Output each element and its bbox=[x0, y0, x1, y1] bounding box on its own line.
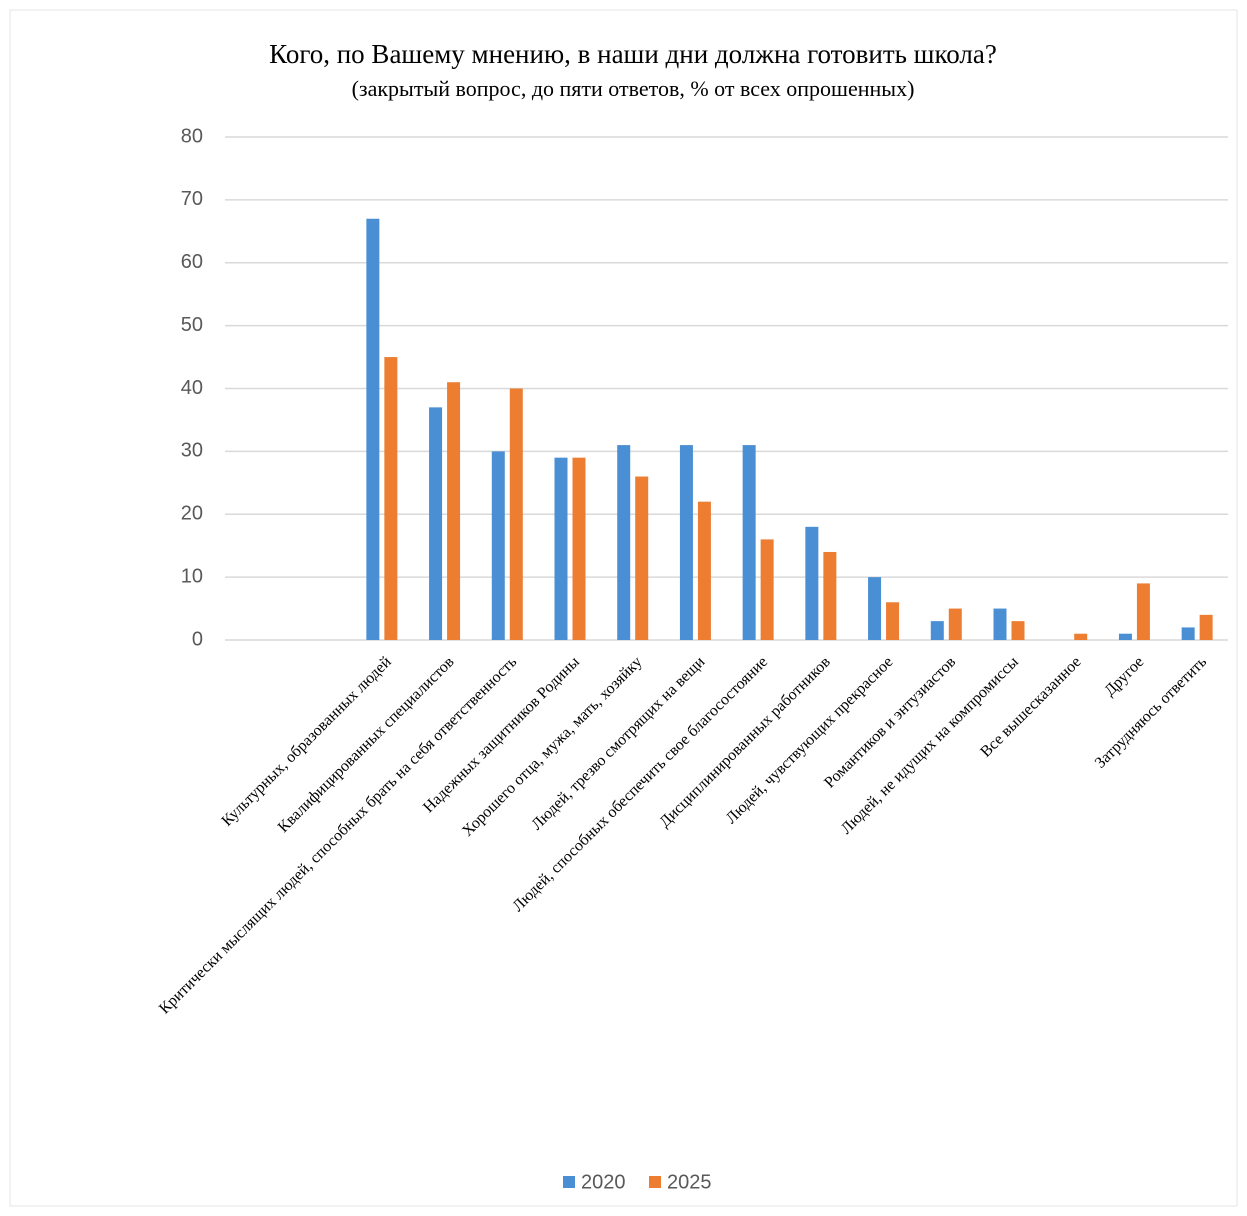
bar bbox=[930, 621, 944, 640]
bar bbox=[948, 608, 962, 640]
bar bbox=[886, 602, 900, 640]
y-tick-label: 0 bbox=[192, 628, 203, 650]
chart-subtitle: (закрытый вопрос, до пяти ответов, % от … bbox=[352, 76, 915, 101]
bar bbox=[993, 608, 1007, 640]
legend-label: 2020 bbox=[581, 1171, 626, 1193]
bar bbox=[1074, 633, 1088, 640]
y-tick-label: 10 bbox=[181, 565, 203, 587]
bar bbox=[1011, 621, 1025, 640]
bar bbox=[572, 457, 586, 640]
bar bbox=[760, 539, 774, 640]
y-tick-label: 70 bbox=[181, 188, 203, 210]
legend-swatch bbox=[649, 1176, 661, 1188]
y-tick-label: 50 bbox=[181, 314, 203, 336]
bar bbox=[1181, 627, 1195, 640]
bar bbox=[429, 407, 443, 640]
legend-label: 2025 bbox=[667, 1171, 712, 1193]
y-tick-label: 80 bbox=[181, 125, 203, 147]
y-tick-label: 60 bbox=[181, 251, 203, 273]
bar bbox=[823, 551, 837, 640]
bar bbox=[384, 357, 398, 640]
y-tick-label: 30 bbox=[181, 440, 203, 462]
bar bbox=[1199, 614, 1213, 640]
legend-swatch bbox=[563, 1176, 575, 1188]
bar bbox=[509, 388, 523, 640]
bar bbox=[697, 501, 711, 640]
bar bbox=[1136, 583, 1150, 640]
bar bbox=[635, 476, 649, 640]
bar bbox=[868, 577, 882, 640]
bar bbox=[554, 457, 568, 640]
y-tick-label: 40 bbox=[181, 377, 203, 399]
bar bbox=[1118, 633, 1132, 640]
bar bbox=[679, 445, 693, 640]
bar bbox=[366, 218, 380, 641]
bar bbox=[805, 526, 819, 640]
chart-title: Кого, по Вашему мнению, в наши дни должн… bbox=[269, 39, 997, 69]
bar bbox=[447, 382, 461, 640]
y-tick-label: 20 bbox=[181, 503, 203, 525]
bar bbox=[742, 445, 756, 640]
bar bbox=[491, 451, 505, 640]
bar bbox=[617, 445, 631, 640]
